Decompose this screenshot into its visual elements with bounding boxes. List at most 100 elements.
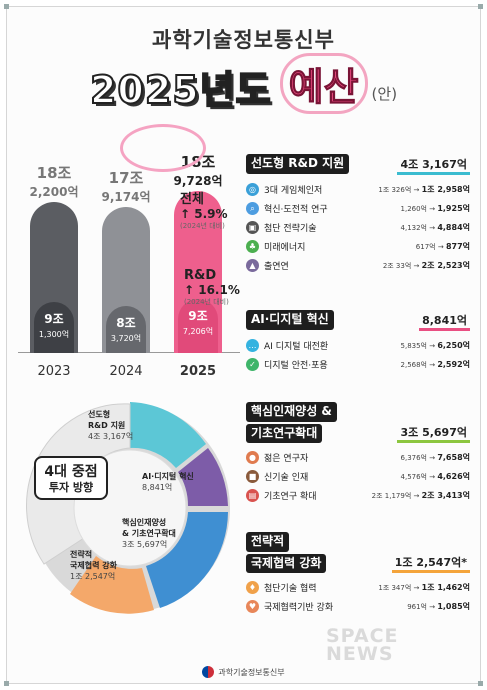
x-tick-label: 2024 [109, 364, 143, 379]
item-values: 4,132억 → 4,884억 [400, 223, 470, 232]
value-2025: 1,085억 [437, 602, 470, 612]
item-values: 1,260억 → 1,925억 [400, 204, 470, 213]
chat-icon: … [246, 339, 259, 352]
section-title: AI·디지털 혁신 [246, 310, 334, 330]
section-title-line2: 국제협력 강화 [246, 553, 327, 574]
section-total: 4조 3,167억 [397, 156, 470, 175]
item-values: 2,568억 → 2,592억 [400, 360, 470, 369]
bar-2024: 8조 3,720억 [102, 207, 150, 353]
value-2025: 7,658억 [437, 453, 470, 463]
value-2024: 2조 33억 [382, 262, 412, 270]
section-title-line2: 기초연구확대 [246, 423, 323, 444]
item-values: 1조 347억 → 1조 1,462억 [378, 583, 470, 593]
segment-label-rd: 선도형 R&D 지원 4조 3,167억 [88, 410, 134, 441]
list-item: … AI 디지털 대전환 5,835억 → 6,250억 [246, 336, 470, 355]
section-talent: 핵심인재양성 & 기초연구확대 3조 5,697억 ● 젊은 연구자 6,376억 … [246, 402, 470, 505]
bar-rd-sublabel: 7,206억 [182, 326, 214, 336]
list-item: ◎ 3대 게임체인저 1조 326억 → 1조 2,958억 [246, 180, 470, 199]
investment-donut: 선도형 R&D 지원 4조 3,167억 AI·디지털 혁신 8,841억 핵심… [26, 388, 238, 628]
value-2024: 2,568억 [400, 361, 427, 369]
item-name: 신기술 인재 [264, 473, 309, 484]
institute-icon: ▲ [246, 259, 259, 272]
segment-label-talent: 핵심인재양성 & 기초연구확대 3조 5,697억 [122, 518, 176, 549]
section-ai: AI·디지털 혁신 8,841억 … AI 디지털 대전환 5,835억 → 6,2… [246, 310, 470, 374]
handshake-icon: ♥ [246, 600, 259, 614]
value-2024: 6,376억 [400, 454, 427, 463]
segment-label-ai: AI·디지털 혁신 8,841억 [142, 472, 194, 492]
donut-segment-talent [146, 512, 228, 608]
item-name: 국제협력기반 강화 [264, 603, 334, 614]
orbit-icon: ◎ [246, 183, 259, 196]
item-name: 젊은 연구자 [264, 454, 309, 465]
bar-rd-label: 8조 [116, 316, 136, 331]
bar-rd-2025: 9조 7,206억 [178, 298, 218, 353]
item-name: 디지털 안전·포용 [264, 361, 328, 371]
section-total: 3조 5,697억 [397, 424, 470, 443]
value-2025: 2조 3,413억 [421, 491, 470, 501]
item-name: 3대 게임체인저 [264, 186, 323, 196]
value-2024: 2조 1,179억 [371, 492, 412, 501]
list-item: ▲ 출연연 2조 33억 → 2조 2,523억 [246, 256, 470, 275]
item-values: 2조 1,179억 → 2조 3,413억 [371, 491, 470, 501]
segment-label-intl: 전략적 국제협력 강화 1조 2,547억 [70, 550, 117, 581]
footer: 과학기술정보통신부 [0, 666, 487, 678]
bar-rd-sublabel: 1,300억 [38, 329, 70, 339]
value-2025: 6,250억 [437, 341, 470, 350]
value-2025: 4,626억 [437, 472, 470, 482]
growth-total-compare: (2024년 대비) [180, 222, 225, 230]
item-name: 첨단기술 협력 [264, 584, 317, 595]
value-2024: 5,835억 [400, 342, 427, 350]
frame-corner [478, 681, 483, 686]
people-icon: ♦ [246, 581, 259, 595]
donut-segment-intl [70, 556, 154, 614]
bar-rd-label: 9조 [188, 308, 208, 323]
item-values: 5,835억 → 6,250억 [400, 341, 470, 350]
donut-segment-ai [178, 448, 228, 506]
bar-rd-2024: 8조 3,720억 [106, 306, 146, 353]
value-2025: 1조 2,958억 [421, 185, 470, 194]
list-item: ✓ 디지털 안전·포용 2,568억 → 2,592억 [246, 355, 470, 374]
value-2025: 877억 [445, 242, 470, 251]
x-tick-label: 2025 [179, 364, 217, 379]
donut-center-badge: 4대 중점 투자 방향 [34, 456, 108, 500]
bar-rd-2023: 9조 1,300억 [34, 301, 74, 353]
value-2024: 4,132억 [400, 224, 427, 232]
value-2025: 2조 2,523억 [421, 261, 470, 270]
list-item: ♣ 미래에너지 617억 → 877억 [246, 237, 470, 256]
watermark: SPACE NEWS [326, 625, 399, 666]
item-name: 기초연구 확대 [264, 492, 317, 503]
section-total: 8,841억 [419, 312, 470, 331]
briefcase-icon: ■ [246, 470, 259, 484]
footer-ministry: 과학기술정보통신부 [218, 667, 285, 677]
frame-corner [4, 681, 9, 686]
frame-corner [478, 4, 483, 9]
growth-rd-label: R&D [184, 268, 217, 283]
title-year: 2025년도 [89, 67, 272, 113]
main-title: 2025년도 예산 (안) [0, 53, 487, 114]
government-emblem-icon [202, 666, 215, 678]
search-icon: ⌕ [246, 202, 259, 215]
list-item: ♦ 첨단기술 협력 1조 347억 → 1조 1,462억 [246, 578, 470, 597]
budget-bar-chart: 9조 1,300억 18조 2,200억 2023 8조 3,720억 17조 9,174억 20… [18, 128, 240, 383]
bar-rd-label: 9조 [44, 311, 64, 326]
clipboard-icon: ▤ [246, 489, 259, 503]
list-item: ⌕ 혁신·도전적 연구 1,260억 → 1,925억 [246, 199, 470, 218]
value-2024: 1,260억 [400, 205, 427, 213]
value-2024: 1조 347억 [378, 584, 412, 593]
growth-rd-compare: (2024년 대비) [184, 298, 229, 306]
item-values: 961억 → 1,085억 [407, 602, 470, 612]
growth-total-label: 전체 [180, 192, 204, 207]
donut-segment-rd [130, 402, 206, 468]
value-2025: 1,925억 [437, 204, 470, 213]
value-2024: 961억 [407, 603, 427, 612]
value-2024: 1조 326억 [378, 186, 412, 194]
highlight-ring [120, 124, 206, 172]
item-values: 6,376억 → 7,658억 [400, 453, 470, 463]
value-2025: 2,592억 [437, 360, 470, 369]
x-tick-label: 2023 [37, 364, 71, 379]
item-values: 1조 326억 → 1조 2,958억 [378, 185, 470, 194]
growth-rd: R&D ↑ 16.1% (2024년 대비) [184, 268, 240, 307]
bar-2023: 9조 1,300억 [30, 202, 78, 353]
value-2024: 617억 [415, 243, 436, 251]
item-values: 2조 33억 → 2조 2,523억 [382, 261, 470, 270]
